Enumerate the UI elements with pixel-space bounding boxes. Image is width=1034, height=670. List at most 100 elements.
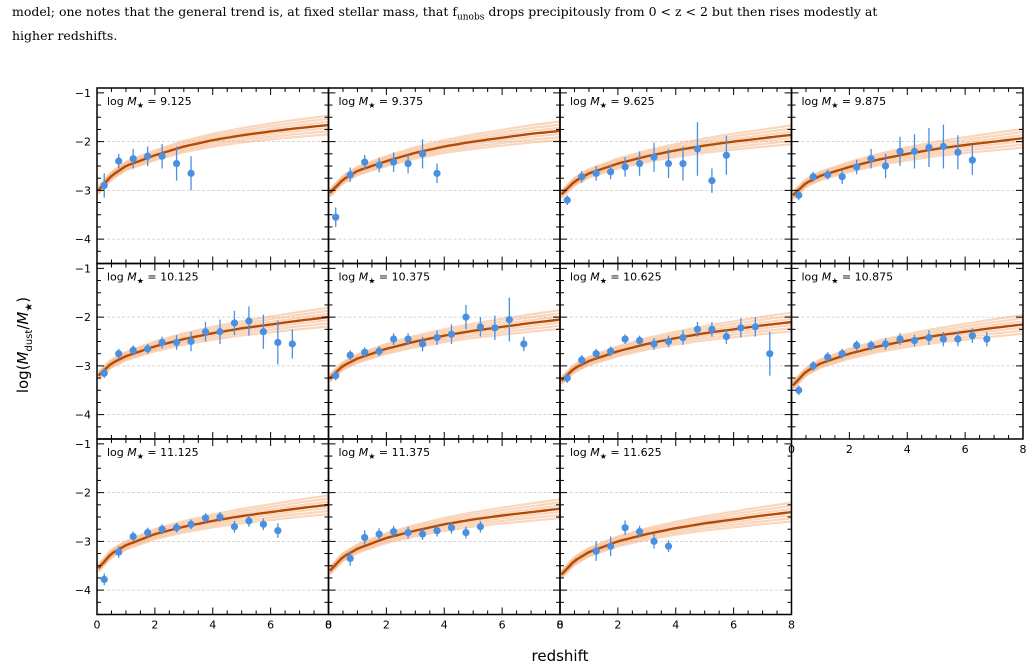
- point-marker: [144, 529, 152, 537]
- point-marker: [664, 337, 673, 346]
- data-point: [216, 512, 224, 522]
- y-tick-label: −1: [75, 262, 91, 275]
- point-marker: [607, 168, 615, 176]
- data-point: [404, 526, 412, 539]
- point-marker: [881, 162, 890, 170]
- y-tick-label: −1: [75, 438, 91, 451]
- data-point: [592, 348, 600, 359]
- model-median-line: [792, 323, 1023, 387]
- data-point: [693, 122, 702, 176]
- data-point: [361, 530, 369, 545]
- data-point: [462, 304, 470, 330]
- model-sample-line: [329, 501, 560, 570]
- model-sample-line: [792, 140, 1023, 198]
- y-tick-label: −3: [75, 535, 91, 548]
- point-marker: [418, 530, 427, 538]
- point-marker: [115, 350, 123, 358]
- data-point: [722, 135, 730, 175]
- point-marker: [650, 537, 658, 545]
- panel-5: −4 −3 −2 −1 log M★ = 10.125: [75, 262, 330, 440]
- x-tick-label: 4: [441, 619, 448, 632]
- model-band: [97, 114, 329, 195]
- data-point: [867, 148, 875, 169]
- point-marker: [476, 523, 485, 531]
- x-tick-label: 6: [499, 619, 506, 632]
- data-point: [447, 521, 456, 534]
- point-marker: [491, 324, 499, 332]
- model-sample-line: [560, 136, 792, 197]
- model-sample-line: [560, 124, 792, 192]
- model-sample-line: [560, 143, 792, 199]
- data-point: [824, 352, 832, 362]
- point-marker: [578, 173, 586, 181]
- data-point: [983, 331, 991, 347]
- data-point: [650, 534, 658, 549]
- data-point: [346, 167, 354, 183]
- point-marker: [245, 317, 253, 325]
- data-point: [621, 334, 629, 344]
- point-marker: [187, 169, 195, 177]
- point-marker: [664, 542, 673, 550]
- data-point: [520, 336, 528, 352]
- point-marker: [592, 547, 600, 555]
- panel-label: log M★ = 9.375: [339, 95, 424, 110]
- point-marker: [650, 153, 658, 161]
- y-tick-label: −4: [75, 409, 91, 422]
- data-point: [578, 355, 586, 365]
- data-point: [115, 546, 123, 558]
- data-point: [187, 156, 195, 191]
- data-point: [144, 146, 152, 166]
- model-median-line: [560, 510, 792, 576]
- model-sample-line: [97, 127, 329, 193]
- data-point: [375, 346, 383, 357]
- data-point: [824, 169, 832, 180]
- x-tick-label: 2: [383, 619, 390, 632]
- point-marker: [274, 338, 282, 347]
- model-sample-line: [329, 312, 560, 377]
- y-tick-label: −3: [75, 184, 91, 197]
- panel-label: log M★ = 10.875: [802, 271, 894, 286]
- point-marker: [433, 334, 441, 342]
- point-marker: [361, 158, 369, 166]
- model-sample-line: [792, 134, 1023, 195]
- y-tick-label: −4: [75, 584, 91, 597]
- point-marker: [230, 523, 239, 531]
- data-point: [259, 518, 267, 531]
- point-marker: [390, 335, 398, 343]
- model-sample-line: [560, 517, 792, 578]
- model-median-line: [97, 503, 329, 570]
- point-marker: [390, 528, 398, 536]
- point-marker: [708, 325, 716, 333]
- point-marker: [578, 356, 586, 364]
- model-sample-line: [97, 312, 329, 376]
- model-sample-line: [329, 123, 560, 192]
- data-point: [751, 317, 759, 337]
- model-sample-line: [97, 510, 329, 572]
- x-tick-label: 4: [904, 443, 911, 456]
- point-marker: [824, 353, 832, 361]
- panel-label: log M★ = 11.625: [570, 446, 662, 461]
- point-marker: [650, 340, 658, 348]
- point-marker: [433, 527, 441, 535]
- model-sample-line: [329, 120, 560, 191]
- model-sample-line: [560, 130, 792, 194]
- data-point: [708, 322, 716, 337]
- data-point: [144, 527, 152, 538]
- data-point: [390, 333, 398, 345]
- model-band: [560, 501, 792, 579]
- point-marker: [346, 171, 354, 179]
- model-median-line: [329, 507, 560, 572]
- model-band: [329, 498, 560, 575]
- x-tick-label: 8: [557, 619, 564, 632]
- data-point: [245, 306, 253, 336]
- caption-subscript: unobs: [456, 12, 485, 23]
- point-marker: [795, 191, 803, 199]
- y-tick-label: −4: [75, 233, 91, 246]
- panel-2: log M★ = 9.375: [327, 87, 561, 265]
- point-marker: [881, 340, 890, 348]
- data-point: [187, 519, 195, 530]
- data-point: [332, 370, 340, 381]
- point-marker: [968, 156, 976, 164]
- model-sample-line: [97, 114, 329, 188]
- point-marker: [954, 148, 962, 156]
